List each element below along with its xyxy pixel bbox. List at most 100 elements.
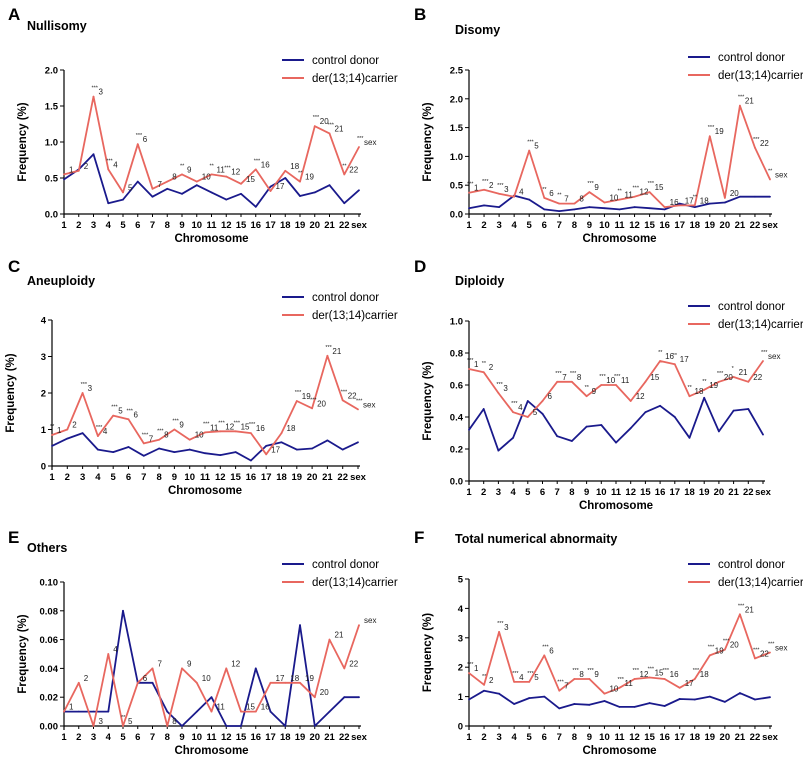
point-label: 19 xyxy=(715,127,724,136)
point-der-carrier xyxy=(633,195,636,198)
point-label: 21 xyxy=(739,368,748,377)
x-tick-label: 15 xyxy=(230,472,241,483)
point-control-donor xyxy=(663,705,666,707)
point-label: 8 xyxy=(577,373,582,382)
point-control-donor xyxy=(754,698,756,701)
significance-stars: *** xyxy=(157,429,164,435)
point-control-donor xyxy=(112,451,115,454)
panel-letter: A xyxy=(8,5,20,24)
x-tick-label: 1 xyxy=(466,487,472,498)
point-control-donor xyxy=(718,430,720,433)
x-tick-label: 7 xyxy=(150,220,155,231)
point-label: 8 xyxy=(172,173,177,182)
point-der-carrier xyxy=(573,202,576,205)
point-der-carrier xyxy=(659,360,661,362)
y-tick-label: 0 xyxy=(41,462,46,473)
x-tick-label: 19 xyxy=(295,220,306,231)
point-label: 21 xyxy=(745,97,754,106)
y-axis-label: Frequency (%) xyxy=(422,613,434,692)
x-tick-label: 22 xyxy=(743,487,754,498)
significance-stars: ** xyxy=(673,353,678,359)
legend-label-der-carrier: der(13;14)carrier xyxy=(718,70,803,82)
x-tick-label: 1 xyxy=(466,220,472,231)
point-control-donor xyxy=(618,705,621,708)
point-control-donor xyxy=(343,202,346,205)
point-der-carrier xyxy=(708,135,711,138)
x-tick-label: 17 xyxy=(674,732,685,743)
significance-stars: *** xyxy=(599,374,606,380)
significance-stars: *** xyxy=(497,183,504,189)
y-tick-label: 0.0 xyxy=(450,477,463,488)
point-control-donor xyxy=(468,207,470,210)
point-control-donor xyxy=(92,153,95,156)
point-control-donor xyxy=(673,416,676,418)
point-control-donor xyxy=(528,697,531,699)
point-label: 11 xyxy=(625,191,634,200)
point-der-carrier xyxy=(678,204,681,207)
panel-title: Nullisomy xyxy=(27,19,87,33)
point-control-donor xyxy=(659,404,661,407)
point-der-carrier xyxy=(51,434,53,436)
point-control-donor xyxy=(678,202,681,205)
x-tick-label: 12 xyxy=(221,732,232,743)
x-tick-label: 9 xyxy=(179,220,184,231)
point-der-carrier xyxy=(513,681,516,683)
point-label: 20 xyxy=(730,641,739,650)
point-label: 3 xyxy=(99,88,104,97)
y-tick-label: 1.5 xyxy=(450,123,464,134)
significance-stars: ** xyxy=(702,379,707,385)
point-control-donor xyxy=(543,208,546,211)
legend-label-control-donor: control donor xyxy=(718,559,785,571)
point-der-carrier xyxy=(343,667,346,670)
point-control-donor xyxy=(299,195,301,197)
point-control-donor xyxy=(603,700,606,702)
significance-stars: ** xyxy=(542,187,547,193)
point-der-carrier xyxy=(122,191,124,194)
x-tick-label: 3 xyxy=(496,732,501,743)
significance-stars: *** xyxy=(512,671,519,677)
point-control-donor xyxy=(615,441,617,444)
x-tick-label: 15 xyxy=(644,732,655,743)
point-der-carrier xyxy=(603,201,606,204)
point-der-carrier xyxy=(284,169,287,172)
x-tick-label: 16 xyxy=(246,472,257,483)
x-axis-label: Chromosome xyxy=(174,233,248,245)
x-tick-label: 12 xyxy=(625,487,636,498)
significance-stars: *** xyxy=(325,345,332,351)
x-tick-label: 3 xyxy=(496,487,501,498)
point-control-donor xyxy=(498,692,500,695)
point-control-donor xyxy=(543,695,546,698)
point-label: 9 xyxy=(594,183,599,192)
significance-stars: *** xyxy=(203,421,210,427)
point-der-carrier xyxy=(127,418,130,421)
x-tick-label: 20 xyxy=(720,220,731,231)
point-der-carrier xyxy=(718,380,720,383)
significance-stars: *** xyxy=(717,371,724,377)
significance-stars: *** xyxy=(81,382,88,388)
x-tick-label: 1 xyxy=(61,732,67,743)
y-axis-label: Frequency (%) xyxy=(17,102,29,181)
point-der-carrier xyxy=(299,681,301,684)
x-tick-label: 7 xyxy=(557,220,562,231)
panel-title: Aneuploidy xyxy=(27,274,95,288)
point-control-donor xyxy=(122,609,124,612)
point-der-carrier xyxy=(195,180,198,183)
legend-label-control-donor: control donor xyxy=(718,301,785,313)
point-control-donor xyxy=(708,695,711,698)
point-der-carrier xyxy=(723,196,726,199)
point-der-carrier xyxy=(468,191,470,194)
x-tick-label: 2 xyxy=(481,487,486,498)
point-label: 18 xyxy=(290,674,299,683)
point-label: 8 xyxy=(172,717,177,726)
point-control-donor xyxy=(703,396,706,399)
point-label: 5 xyxy=(128,183,133,192)
point-label: 2 xyxy=(489,363,494,372)
point-label: 4 xyxy=(113,160,118,169)
x-tick-label: 17 xyxy=(265,220,276,231)
point-label: 4 xyxy=(519,673,524,682)
point-label: 11 xyxy=(217,165,226,174)
point-der-carrier xyxy=(703,388,706,391)
point-der-carrier xyxy=(693,678,696,680)
point-control-donor xyxy=(633,206,636,208)
